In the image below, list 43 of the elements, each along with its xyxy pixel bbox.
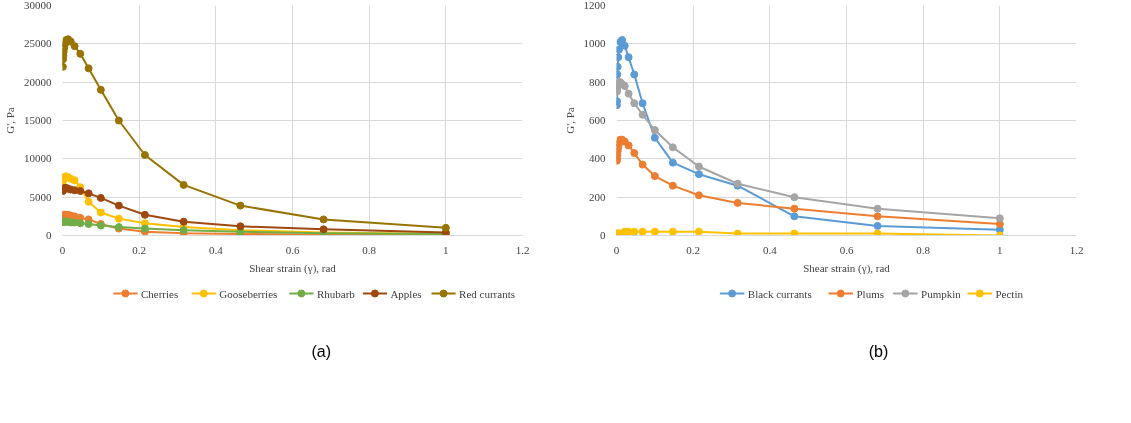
y-tick-label: 800 <box>589 75 606 88</box>
x-axis-title: Shear strain (γ), rad <box>803 261 891 275</box>
x-tick-label: 1.2 <box>515 243 530 256</box>
x-tick-label: 0.2 <box>686 243 701 256</box>
x-tick-label: 0.2 <box>132 243 147 256</box>
y-tick-label: 1200 <box>583 0 606 11</box>
y-tick-label: 25000 <box>24 37 52 50</box>
y-tick-label: 10000 <box>24 152 52 165</box>
x-tick-label: 0.8 <box>362 243 377 256</box>
y-axis-title: G', Pa <box>563 107 576 134</box>
y-tick-label: 400 <box>589 152 606 165</box>
legend-label: Cherries <box>140 287 179 300</box>
x-tick-label: 0.4 <box>762 243 778 256</box>
x-axis-title: Shear strain (γ), rad <box>249 261 337 275</box>
x-tick-label: 0 <box>59 243 66 256</box>
x-tick-label: 0 <box>613 243 620 256</box>
legend-label: Pectin <box>995 287 1024 300</box>
x-tick-label: 0.6 <box>285 243 300 256</box>
x-tick-label: 0.4 <box>208 243 224 256</box>
y-tick-label: 200 <box>589 190 606 203</box>
x-tick-label: 1.2 <box>1069 243 1084 256</box>
x-tick-label: 1 <box>443 243 449 256</box>
text: (a) <box>311 343 332 360</box>
legend-label: Rhubarb <box>316 287 356 300</box>
text: (b) <box>868 343 889 360</box>
x-tick-label: 0.6 <box>839 243 854 256</box>
x-tick-label: 1 <box>997 243 1003 256</box>
y-tick-label: 5000 <box>29 190 52 203</box>
y-axis-title: G', Pa <box>4 107 16 134</box>
legend-label: Pumpkin <box>921 287 962 300</box>
y-tick-label: 0 <box>600 229 606 241</box>
y-tick-label: 1000 <box>583 37 606 50</box>
legend-label: Black currants <box>747 287 812 300</box>
y-tick-label: 15000 <box>24 114 52 126</box>
y-tick-label: 0 <box>46 229 52 241</box>
y-tick-label: 600 <box>589 114 606 126</box>
legend-label: Gooseberries <box>219 287 278 300</box>
y-tick-label: 30000 <box>24 0 52 11</box>
y-tick-label: 20000 <box>24 75 52 88</box>
x-tick-label: 0.8 <box>916 243 931 256</box>
legend-label: Apples <box>390 287 422 300</box>
legend-label: Plums <box>856 287 884 300</box>
legend-label: Red currants <box>459 287 515 300</box>
